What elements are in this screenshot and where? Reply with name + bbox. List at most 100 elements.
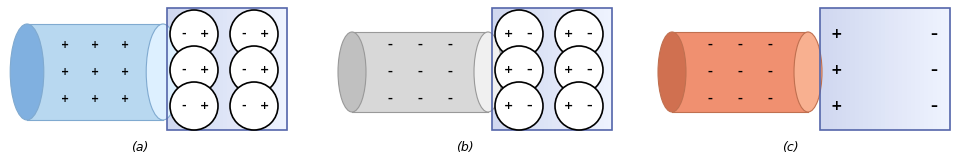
Bar — [492, 8, 497, 130]
Bar — [854, 8, 860, 130]
Bar — [911, 8, 917, 130]
Circle shape — [230, 82, 278, 130]
Bar — [580, 8, 585, 130]
Bar — [820, 8, 825, 130]
Bar — [179, 8, 184, 130]
Text: –: – — [418, 94, 423, 104]
Bar — [672, 32, 808, 112]
Text: +: + — [564, 65, 574, 75]
Text: +: + — [505, 101, 513, 111]
Text: +: + — [121, 67, 130, 77]
Ellipse shape — [658, 32, 686, 112]
Text: –: – — [586, 101, 592, 111]
Bar — [207, 8, 212, 130]
Ellipse shape — [10, 24, 44, 120]
Circle shape — [170, 10, 218, 58]
Bar — [916, 8, 920, 130]
Bar — [544, 8, 549, 130]
Bar — [928, 8, 934, 130]
Text: –: – — [448, 67, 453, 77]
Bar — [191, 8, 196, 130]
Bar — [833, 8, 839, 130]
Bar — [885, 8, 890, 130]
Bar — [27, 24, 163, 120]
Text: –: – — [418, 67, 423, 77]
Ellipse shape — [794, 32, 822, 112]
Bar — [524, 8, 529, 130]
Text: –: – — [737, 67, 742, 77]
Bar — [588, 8, 593, 130]
Text: –: – — [930, 27, 938, 41]
Bar — [271, 8, 276, 130]
Text: –: – — [768, 94, 772, 104]
Bar — [215, 8, 220, 130]
Bar — [902, 8, 908, 130]
Bar — [552, 8, 557, 130]
Bar — [167, 8, 287, 130]
Text: +: + — [121, 40, 130, 50]
Bar — [596, 8, 601, 130]
Bar — [532, 8, 537, 130]
Bar — [187, 8, 192, 130]
Text: –: – — [448, 94, 453, 104]
Bar — [500, 8, 505, 130]
Bar — [239, 8, 244, 130]
Bar — [560, 8, 565, 130]
Text: –: – — [768, 40, 772, 50]
Circle shape — [495, 10, 543, 58]
Circle shape — [555, 46, 603, 94]
Ellipse shape — [338, 32, 366, 112]
Bar — [889, 8, 895, 130]
Bar — [231, 8, 236, 130]
Bar — [267, 8, 272, 130]
Text: +: + — [61, 94, 69, 104]
Bar — [279, 8, 284, 130]
Text: +: + — [505, 65, 513, 75]
Bar — [227, 8, 232, 130]
Text: –: – — [737, 94, 742, 104]
Text: -: - — [242, 65, 246, 75]
Bar — [516, 8, 521, 130]
Text: +: + — [564, 101, 574, 111]
Bar — [263, 8, 268, 130]
Bar — [167, 8, 172, 130]
Bar — [251, 8, 256, 130]
Text: –: – — [768, 67, 772, 77]
Text: –: – — [388, 40, 393, 50]
Text: +: + — [259, 29, 269, 39]
Bar — [536, 8, 541, 130]
Bar — [247, 8, 252, 130]
Bar — [199, 8, 204, 130]
Bar — [859, 8, 864, 130]
Text: –: – — [707, 94, 712, 104]
Bar — [842, 8, 847, 130]
Text: +: + — [830, 63, 842, 77]
Text: –: – — [526, 65, 532, 75]
Bar — [604, 8, 609, 130]
Bar — [937, 8, 942, 130]
Bar — [492, 8, 612, 130]
Bar — [572, 8, 577, 130]
Circle shape — [495, 46, 543, 94]
Bar — [584, 8, 589, 130]
Bar — [223, 8, 228, 130]
Bar — [203, 8, 208, 130]
Text: -: - — [181, 29, 186, 39]
Text: +: + — [91, 40, 99, 50]
Text: (c): (c) — [782, 141, 799, 154]
Text: +: + — [200, 101, 208, 111]
Bar — [528, 8, 533, 130]
Text: (b): (b) — [456, 141, 473, 154]
Bar — [919, 8, 925, 130]
Bar — [824, 8, 830, 130]
Text: +: + — [91, 67, 99, 77]
Circle shape — [230, 10, 278, 58]
Bar — [496, 8, 501, 130]
Bar — [183, 8, 188, 130]
Text: +: + — [259, 101, 269, 111]
Bar — [946, 8, 951, 130]
Text: -: - — [242, 101, 246, 111]
Text: +: + — [200, 65, 208, 75]
Bar — [275, 8, 280, 130]
Text: –: – — [526, 101, 532, 111]
